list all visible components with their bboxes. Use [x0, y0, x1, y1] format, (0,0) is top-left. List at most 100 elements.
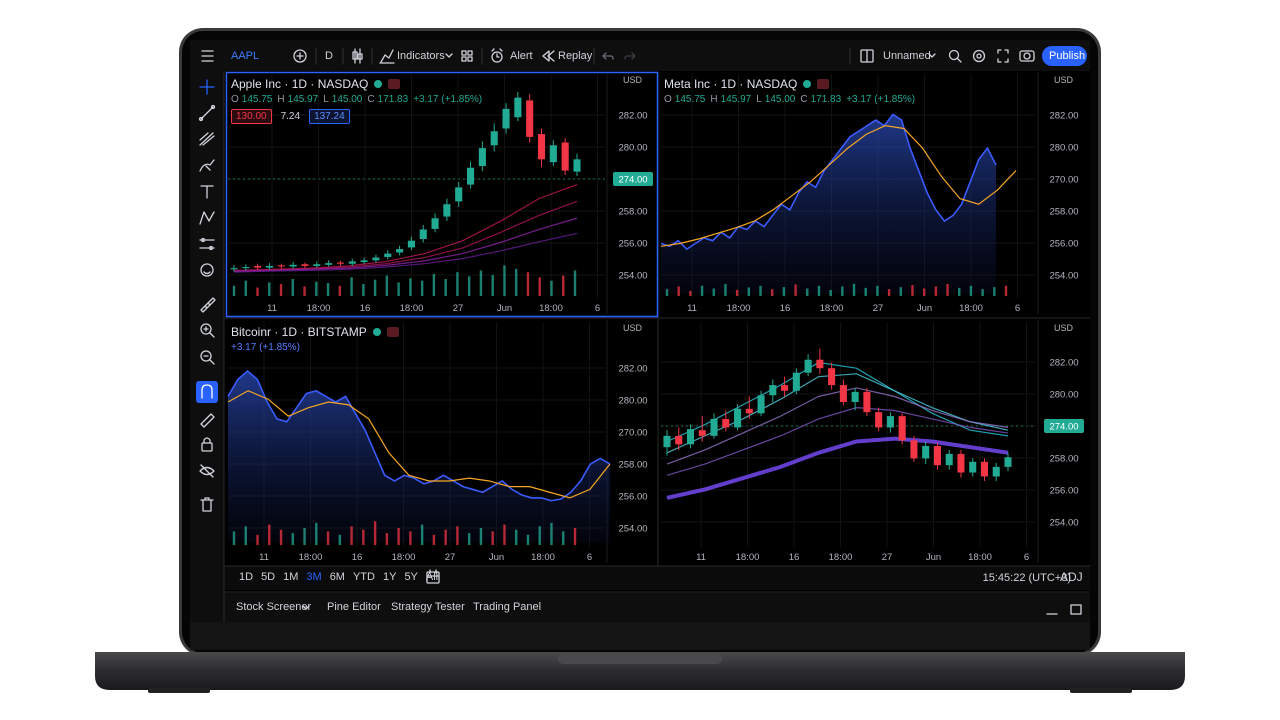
range-button[interactable]: YTD — [352, 571, 375, 583]
interval[interactable]: D — [325, 50, 333, 62]
time-label: Jun — [917, 303, 932, 314]
zoom-in-tool[interactable] — [200, 323, 212, 335]
crosshair-tool[interactable] — [199, 79, 215, 95]
price-label: 282.00 — [618, 111, 647, 122]
volume-bar — [338, 285, 342, 296]
volume-bar — [806, 288, 809, 296]
range-button[interactable]: All — [425, 571, 439, 583]
lock-tool[interactable] — [201, 442, 213, 452]
candle-body — [396, 249, 404, 253]
stay-in-drawing-tool[interactable] — [200, 413, 215, 428]
price-label: 254.00 — [618, 271, 647, 282]
range-button[interactable]: 5D — [261, 571, 276, 583]
menu-icon[interactable] — [201, 50, 214, 62]
range-button[interactable]: 1Y — [382, 571, 397, 583]
chevron[interactable] — [928, 53, 936, 58]
delete-tool[interactable] — [200, 497, 214, 512]
currency[interactable]: USD — [623, 75, 643, 85]
symbol[interactable]: AAPL — [231, 50, 260, 62]
candle-body — [769, 385, 777, 396]
range-button[interactable]: 5Y — [404, 571, 418, 583]
candle-body — [372, 257, 380, 261]
volume-bar — [420, 524, 424, 545]
text-tool[interactable] — [200, 185, 214, 199]
snapshot-icon[interactable] — [1019, 50, 1035, 62]
time-label: Jun — [489, 552, 504, 563]
alert-icon[interactable] — [491, 51, 503, 63]
volume-bar — [232, 531, 236, 545]
layout-name[interactable]: Unnamed — [883, 50, 931, 62]
fib-tool[interactable] — [199, 132, 215, 146]
hide-tool[interactable] — [199, 464, 215, 478]
volume-bar — [338, 534, 342, 545]
range-button[interactable]: 6M — [329, 571, 345, 583]
replay-button[interactable]: Replay — [558, 50, 593, 62]
order-badge[interactable]: 130.00 — [231, 109, 272, 124]
maximize-icon[interactable] — [1070, 604, 1082, 615]
panel-tab[interactable]: Stock Screener — [236, 601, 312, 613]
panel-tab[interactable]: Strategy Tester — [391, 601, 465, 613]
volume-bar — [432, 273, 436, 296]
volume-bar — [538, 526, 541, 545]
pane-title[interactable]: Meta Inc · 1D · NASDAQ — [664, 77, 798, 91]
redo-icon[interactable] — [624, 52, 636, 60]
volume-bar — [256, 534, 259, 545]
ruler-tool[interactable] — [200, 297, 216, 313]
indicators-button[interactable]: Indicators — [397, 50, 445, 62]
range-button[interactable]: 3M — [306, 571, 322, 583]
volume-bar — [969, 285, 973, 296]
moving-average — [227, 390, 611, 499]
time-label: 16 — [360, 303, 371, 314]
candle-body — [781, 385, 789, 391]
search-icon[interactable] — [948, 49, 960, 61]
currency[interactable]: USD — [1054, 323, 1074, 333]
undo-icon[interactable] — [602, 52, 614, 60]
active-pane-outline — [225, 71, 659, 318]
pane-title[interactable]: Apple Inc · 1D · NASDAQ — [231, 77, 369, 91]
publish-label[interactable]: Publish — [1049, 50, 1086, 62]
indicators-icon[interactable] — [379, 49, 395, 64]
chevron[interactable] — [302, 605, 310, 610]
range-button[interactable]: 1M — [283, 571, 299, 583]
volume-bar — [700, 285, 704, 296]
volume-bar — [573, 528, 577, 545]
price-label: 280.00 — [618, 143, 647, 154]
replay-icon[interactable] — [542, 50, 555, 62]
volume-bar — [562, 531, 565, 545]
candle-body — [443, 204, 451, 217]
candle-body — [1004, 457, 1012, 467]
candle-body — [242, 267, 250, 269]
volume-bar — [385, 533, 389, 545]
adjust-button[interactable]: ADJ — [1060, 570, 1083, 584]
hinge-notch — [558, 652, 722, 664]
icon-tool[interactable] — [200, 263, 214, 277]
magnet-tool[interactable] — [196, 381, 218, 403]
candle-body — [734, 408, 742, 428]
time-label: 18:00 — [392, 552, 416, 563]
pane-title[interactable]: Bitcoinr · 1D · BITSTAMP — [231, 325, 367, 339]
publish-button[interactable] — [1042, 46, 1087, 66]
panel-tab[interactable]: Pine Editor — [327, 601, 381, 613]
fullscreen-icon[interactable] — [997, 49, 1009, 63]
price-label: 258.00 — [1049, 207, 1078, 218]
volume-bar — [864, 287, 867, 296]
order-badge[interactable]: 7.24 — [280, 111, 301, 122]
date-range-icon[interactable] — [426, 571, 440, 584]
brush-tool[interactable] — [199, 159, 215, 172]
chevron[interactable] — [445, 53, 453, 58]
prediction-tool[interactable] — [199, 239, 215, 249]
pattern-tool[interactable] — [199, 211, 215, 225]
zoom-out-tool[interactable] — [200, 350, 212, 362]
volume-bar — [315, 281, 318, 296]
currency[interactable]: USD — [623, 323, 643, 333]
chart-type-icon[interactable] — [354, 48, 361, 64]
panel-tab[interactable]: Trading Panel — [473, 601, 542, 613]
currency[interactable]: USD — [1054, 75, 1074, 85]
trend-line-tool[interactable] — [200, 106, 214, 120]
order-badge[interactable]: 137.24 — [309, 109, 350, 124]
settings-icon[interactable] — [972, 49, 986, 63]
alert-button[interactable]: Alert — [510, 50, 533, 62]
compare-icon[interactable] — [293, 49, 307, 63]
range-button[interactable]: 1D — [239, 571, 254, 583]
